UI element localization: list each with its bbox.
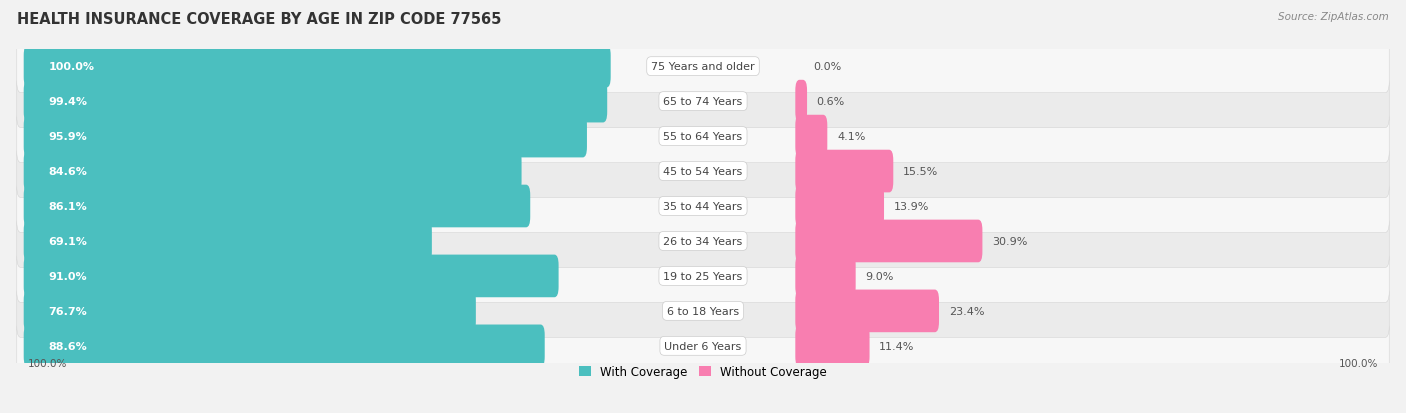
FancyBboxPatch shape: [17, 110, 1389, 163]
FancyBboxPatch shape: [796, 325, 869, 367]
FancyBboxPatch shape: [24, 185, 530, 228]
FancyBboxPatch shape: [17, 320, 1389, 373]
Text: 65 to 74 Years: 65 to 74 Years: [664, 97, 742, 107]
Legend: With Coverage, Without Coverage: With Coverage, Without Coverage: [574, 360, 832, 383]
FancyBboxPatch shape: [17, 250, 1389, 303]
Text: HEALTH INSURANCE COVERAGE BY AGE IN ZIP CODE 77565: HEALTH INSURANCE COVERAGE BY AGE IN ZIP …: [17, 12, 502, 27]
Text: 88.6%: 88.6%: [48, 341, 87, 351]
Text: Under 6 Years: Under 6 Years: [665, 341, 741, 351]
Text: 9.0%: 9.0%: [865, 271, 894, 281]
Text: 23.4%: 23.4%: [949, 306, 984, 316]
FancyBboxPatch shape: [796, 185, 884, 228]
Text: Source: ZipAtlas.com: Source: ZipAtlas.com: [1278, 12, 1389, 22]
FancyBboxPatch shape: [24, 46, 610, 88]
FancyBboxPatch shape: [24, 290, 475, 332]
Text: 11.4%: 11.4%: [879, 341, 914, 351]
FancyBboxPatch shape: [17, 75, 1389, 128]
FancyBboxPatch shape: [24, 116, 586, 158]
Text: 100.0%: 100.0%: [28, 358, 67, 368]
Text: 91.0%: 91.0%: [48, 271, 87, 281]
FancyBboxPatch shape: [24, 255, 558, 297]
Text: 26 to 34 Years: 26 to 34 Years: [664, 236, 742, 247]
FancyBboxPatch shape: [796, 255, 856, 297]
Text: 84.6%: 84.6%: [48, 166, 87, 177]
FancyBboxPatch shape: [17, 285, 1389, 338]
Text: 4.1%: 4.1%: [837, 132, 865, 142]
FancyBboxPatch shape: [796, 290, 939, 332]
Text: 55 to 64 Years: 55 to 64 Years: [664, 132, 742, 142]
Text: 99.4%: 99.4%: [48, 97, 87, 107]
FancyBboxPatch shape: [17, 40, 1389, 93]
Text: 69.1%: 69.1%: [48, 236, 87, 247]
Text: 15.5%: 15.5%: [903, 166, 938, 177]
Text: 35 to 44 Years: 35 to 44 Years: [664, 202, 742, 211]
Text: 19 to 25 Years: 19 to 25 Years: [664, 271, 742, 281]
FancyBboxPatch shape: [17, 180, 1389, 233]
FancyBboxPatch shape: [24, 325, 544, 367]
Text: 0.0%: 0.0%: [813, 62, 841, 72]
Text: 100.0%: 100.0%: [48, 62, 94, 72]
FancyBboxPatch shape: [24, 81, 607, 123]
Text: 86.1%: 86.1%: [48, 202, 87, 211]
Text: 100.0%: 100.0%: [1339, 358, 1378, 368]
FancyBboxPatch shape: [796, 116, 827, 158]
Text: 75 Years and older: 75 Years and older: [651, 62, 755, 72]
Text: 30.9%: 30.9%: [993, 236, 1028, 247]
FancyBboxPatch shape: [24, 220, 432, 263]
FancyBboxPatch shape: [17, 145, 1389, 198]
Text: 13.9%: 13.9%: [894, 202, 929, 211]
FancyBboxPatch shape: [24, 150, 522, 193]
Text: 76.7%: 76.7%: [48, 306, 87, 316]
FancyBboxPatch shape: [796, 220, 983, 263]
Text: 95.9%: 95.9%: [48, 132, 87, 142]
Text: 45 to 54 Years: 45 to 54 Years: [664, 166, 742, 177]
Text: 0.6%: 0.6%: [817, 97, 845, 107]
FancyBboxPatch shape: [17, 215, 1389, 268]
FancyBboxPatch shape: [796, 150, 893, 193]
Text: 6 to 18 Years: 6 to 18 Years: [666, 306, 740, 316]
FancyBboxPatch shape: [796, 81, 807, 123]
